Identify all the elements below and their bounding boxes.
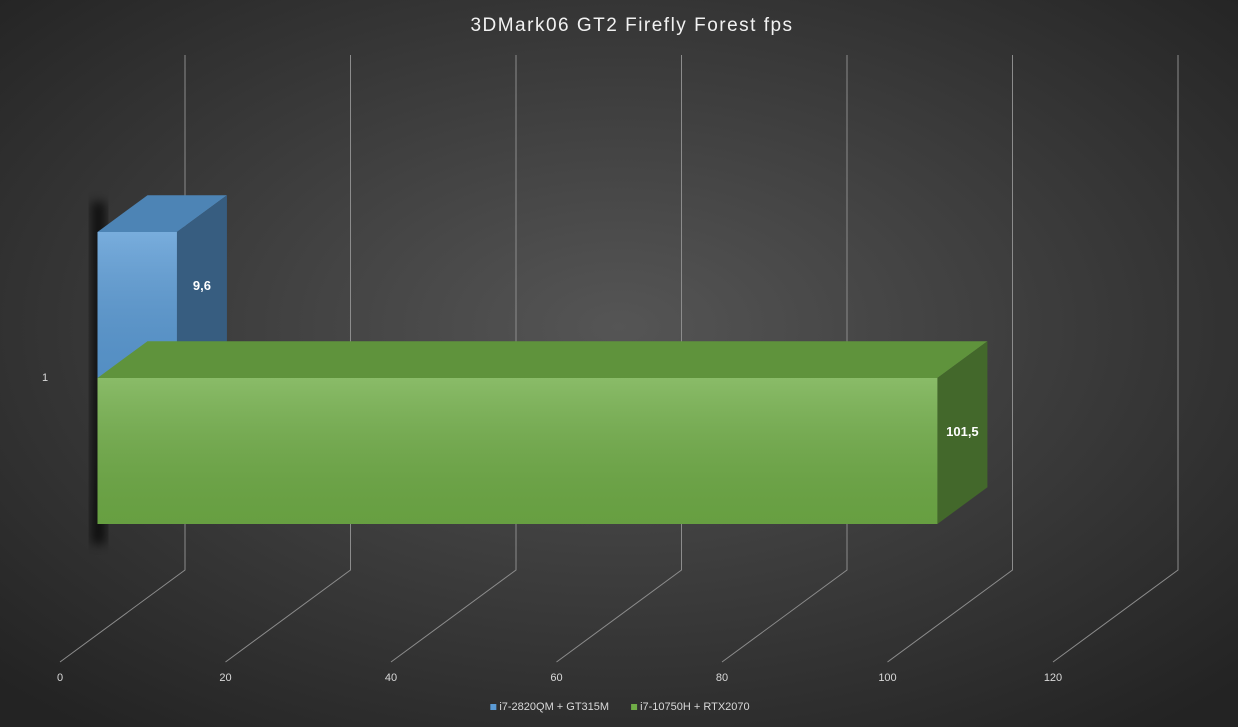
- grid-line: [887, 55, 1013, 663]
- bar-shine: [97, 378, 938, 524]
- grid-line: [721, 55, 848, 663]
- x-tick-label: 120: [1044, 672, 1062, 684]
- bar-top: [97, 341, 988, 378]
- grid-line: [1052, 55, 1179, 663]
- bar-side: [937, 341, 988, 524]
- data-label: 101,5: [946, 424, 979, 439]
- x-tick-label: 100: [878, 672, 896, 684]
- y-tick-label: 1: [42, 372, 48, 384]
- x-tick-label: 40: [385, 672, 397, 684]
- x-tick-label: 0: [57, 672, 63, 684]
- x-tick-label: 60: [550, 672, 562, 684]
- legend-swatch: [490, 704, 497, 710]
- legend-item: i7-10750H + RTX2070: [631, 701, 750, 713]
- legend-item: i7-2820QM + GT315M: [490, 701, 609, 713]
- legend-swatch: [631, 704, 638, 710]
- chart-title: 3DMark06 GT2 Firefly Forest fps: [470, 15, 793, 36]
- x-tick-label: 80: [716, 672, 728, 684]
- bar-top: [97, 195, 227, 232]
- bar-side: [176, 195, 227, 378]
- grid-line: [225, 55, 351, 663]
- grid-line: [390, 55, 517, 663]
- plot-area: 0 20 40 60 80 100 120 1 9,6 101,5: [42, 55, 1179, 684]
- legend-label: i7-10750H + RTX2070: [640, 701, 750, 713]
- data-label: 9,6: [193, 278, 211, 293]
- x-tick-label: 20: [219, 672, 231, 684]
- grid-line: [556, 55, 682, 663]
- legend: i7-2820QM + GT315M i7-10750H + RTX2070: [490, 701, 750, 713]
- legend-label: i7-2820QM + GT315M: [499, 701, 609, 713]
